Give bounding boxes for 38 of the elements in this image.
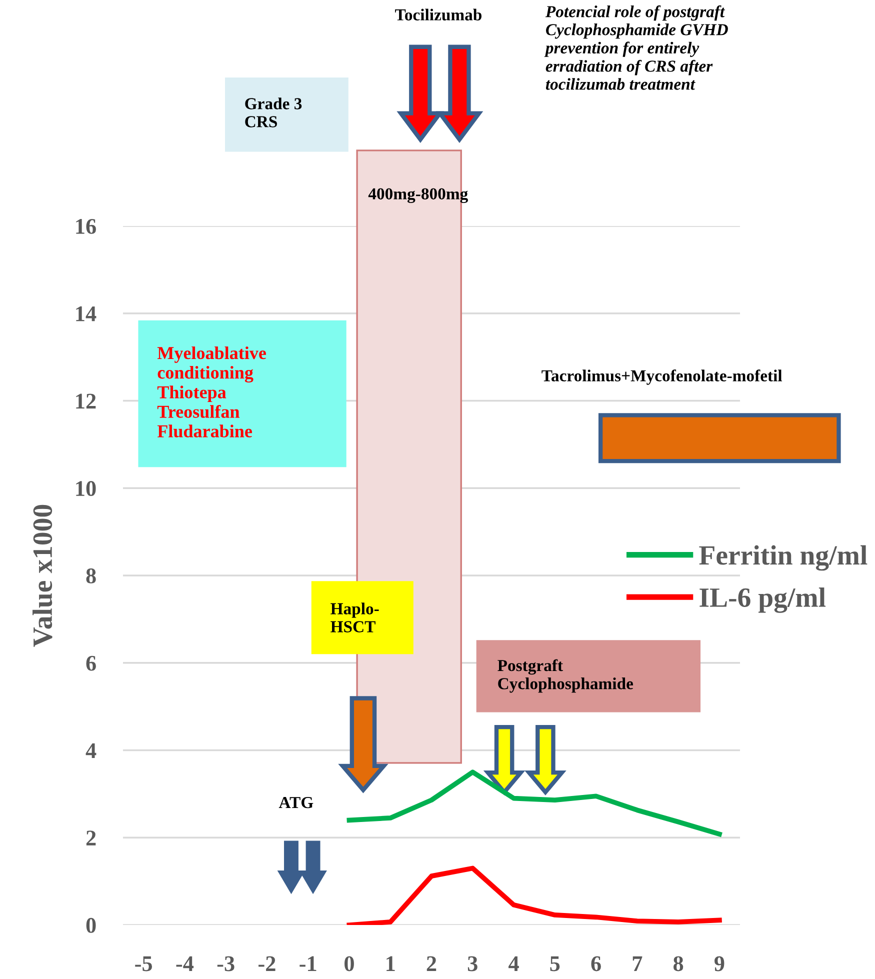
x-tick-label: -4	[176, 956, 194, 971]
annotation: ATG	[278, 796, 314, 808]
annotation: Myeloablative conditioning Thiotepa Treosulfan Fludarabine	[157, 346, 266, 438]
y-tick-label: 8	[86, 568, 96, 584]
x-tick-label: 6	[591, 956, 601, 972]
x-tick-label: 2	[426, 956, 436, 971]
line-series	[346, 770, 722, 837]
text: 400mg-800mg	[368, 188, 468, 203]
y-tick-label: 10	[76, 481, 96, 496]
x-tick-label: 0	[344, 956, 354, 972]
legend-label: Ferritin ng/ml	[699, 545, 868, 571]
x-tick-label: -2	[258, 956, 276, 971]
x-tick-label: 7	[632, 956, 642, 971]
text: Potencial role of postgraft Cyclophosphamide GVHD prevention for entirely erradiation of CRS after tocilizumab treatment	[544, 5, 728, 90]
x-tick-label: 1	[386, 956, 395, 971]
line-series	[346, 866, 722, 925]
x-tick-label: 8	[673, 956, 684, 972]
y-tick-label: 14	[76, 306, 96, 322]
y-axis-title: Value x1000	[32, 504, 52, 647]
text: Tocilizumab	[395, 8, 482, 21]
legend-label: IL-6 pg/ml	[700, 588, 826, 613]
y-tick-label: 6	[86, 656, 96, 671]
text: Grade 3 CRS	[245, 98, 302, 128]
x-tick-label: 9	[714, 956, 724, 972]
x-tick-label: -5	[135, 956, 152, 972]
x-tick-label: 3	[468, 956, 478, 972]
y-tick-label: 2	[86, 830, 96, 846]
annotation: Haplo- HSCT	[330, 602, 379, 632]
annotation: Postgraft Cyclophosphamide	[498, 659, 634, 693]
y-tick-label: 16	[76, 218, 96, 234]
y-tick-label: 12	[76, 394, 96, 408]
y-tick-label: 4	[86, 743, 96, 758]
annotation: Tacrolimus+Mycofenolate-mofetil	[542, 369, 782, 385]
y-tick-label: 0	[86, 918, 96, 933]
x-tick-label: 4	[508, 956, 519, 971]
x-tick-label: -3	[217, 956, 234, 972]
x-tick-label: 5	[550, 956, 560, 972]
x-tick-label: -1	[300, 956, 316, 971]
